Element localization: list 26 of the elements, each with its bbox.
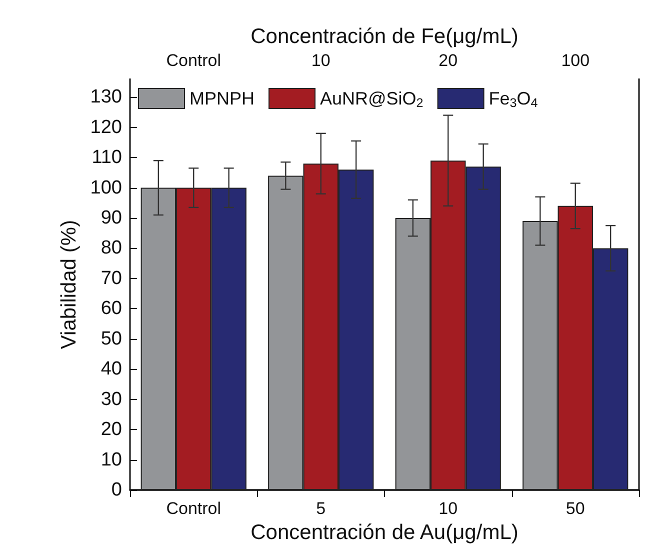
y-tick-label: 80	[100, 238, 122, 259]
y-tick-label: 30	[100, 388, 122, 410]
y-tick-label: 40	[100, 358, 122, 380]
x-tick-label: 10	[438, 499, 458, 518]
text: 10	[311, 51, 330, 70]
y-axis-title: Viabilidad (%)	[57, 220, 80, 350]
x-tick-label: 5	[316, 499, 326, 518]
text: 100	[561, 51, 590, 70]
y-tick-label: 60	[100, 298, 122, 320]
y-tick-label: 50	[100, 328, 122, 350]
y-tick-label: 0	[111, 480, 122, 500]
y-tick-label: 90	[100, 208, 122, 229]
text: Control	[166, 51, 222, 70]
y-tick-label: 120	[90, 116, 122, 138]
legend-label: MPNPH	[190, 88, 255, 108]
x-tick-label: Control	[166, 499, 222, 518]
y-tick-label: 10	[100, 449, 122, 470]
text: 20	[438, 51, 458, 70]
y-tick-label: 110	[92, 147, 122, 168]
y-tick-label: 100	[90, 177, 122, 198]
x-axis-title: Concentración de Au(μg/mL)	[250, 521, 518, 544]
x-tick-label: 50	[566, 499, 585, 518]
y-tick-label: 70	[100, 268, 122, 289]
y-tick-label: 130	[90, 86, 122, 108]
y-tick-label: 20	[100, 419, 122, 440]
x2-axis-title: Concentración de Fe(μg/mL)	[250, 25, 518, 48]
